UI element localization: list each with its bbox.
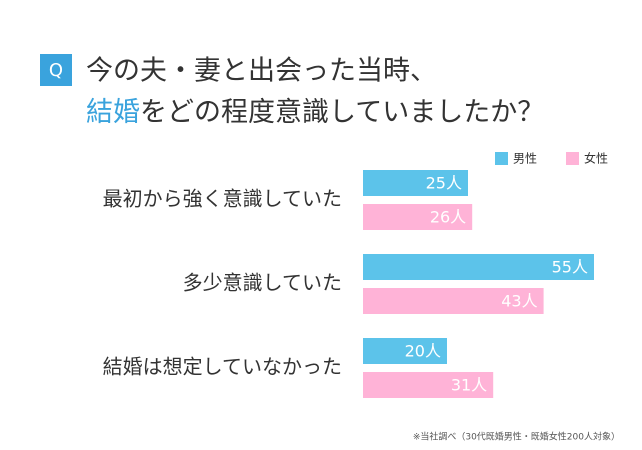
value-label: 25人 bbox=[426, 174, 462, 193]
title-rest: をどの程度意識していましたか？ bbox=[140, 97, 544, 128]
value-label: 20人 bbox=[405, 342, 441, 361]
value-label: 31人 bbox=[451, 376, 487, 395]
value-label: 43人 bbox=[501, 292, 537, 311]
title-line-2: 結婚をどの程度意識していましたか？ bbox=[86, 97, 544, 128]
title-line-1: 今の夫・妻と出会った当時、 bbox=[86, 56, 437, 87]
bar bbox=[363, 372, 494, 398]
value-label: 26人 bbox=[430, 208, 466, 227]
badge-box bbox=[40, 54, 72, 86]
bar bbox=[363, 204, 473, 230]
bar bbox=[363, 338, 447, 364]
badge: Q bbox=[49, 60, 63, 81]
category-label: 最初から強く意識していた bbox=[103, 187, 342, 211]
legend-label: 女性 bbox=[584, 151, 608, 166]
bar bbox=[363, 254, 594, 280]
legend-swatch bbox=[566, 152, 579, 165]
title-highlight: 結婚 bbox=[86, 97, 140, 128]
footnote: ※当社調べ（30代既婚男性・既婚女性200人対象） bbox=[413, 431, 620, 443]
legend-swatch bbox=[495, 152, 508, 165]
category-label: 多少意識していた bbox=[183, 271, 342, 295]
value-label: 55人 bbox=[552, 258, 588, 277]
bar bbox=[363, 288, 544, 314]
legend-label: 男性 bbox=[513, 152, 537, 166]
bar bbox=[363, 170, 468, 196]
category-label: 結婚は想定していなかった bbox=[103, 355, 342, 379]
